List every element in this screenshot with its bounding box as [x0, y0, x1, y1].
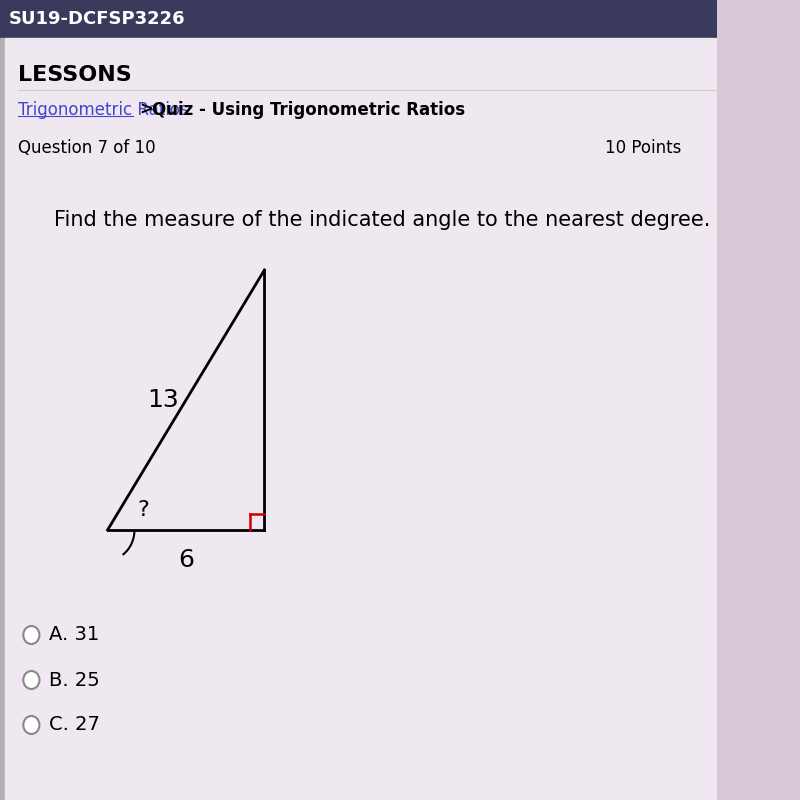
Text: Find the measure of the indicated angle to the nearest degree.: Find the measure of the indicated angle …	[54, 210, 710, 230]
Text: B. 25: B. 25	[50, 670, 100, 690]
Circle shape	[23, 671, 39, 689]
Text: SU19-DCFSP3226: SU19-DCFSP3226	[9, 10, 186, 28]
Text: C. 27: C. 27	[50, 715, 100, 734]
Text: LESSONS: LESSONS	[18, 65, 132, 85]
Bar	[0, 0, 717, 38]
Text: 6: 6	[178, 548, 194, 572]
Text: Quiz - Using Trigonometric Ratios: Quiz - Using Trigonometric Ratios	[152, 101, 466, 119]
Text: Question 7 of 10: Question 7 of 10	[18, 139, 155, 157]
Text: ?: ?	[138, 500, 150, 520]
Text: A. 31: A. 31	[50, 626, 99, 645]
Text: 10 Points: 10 Points	[605, 139, 682, 157]
Circle shape	[23, 626, 39, 644]
Bar	[0, 38, 6, 800]
Text: 13: 13	[148, 388, 179, 412]
Text: >: >	[139, 101, 153, 119]
Text: Trigonometric Ratios: Trigonometric Ratios	[18, 101, 189, 119]
Circle shape	[23, 716, 39, 734]
